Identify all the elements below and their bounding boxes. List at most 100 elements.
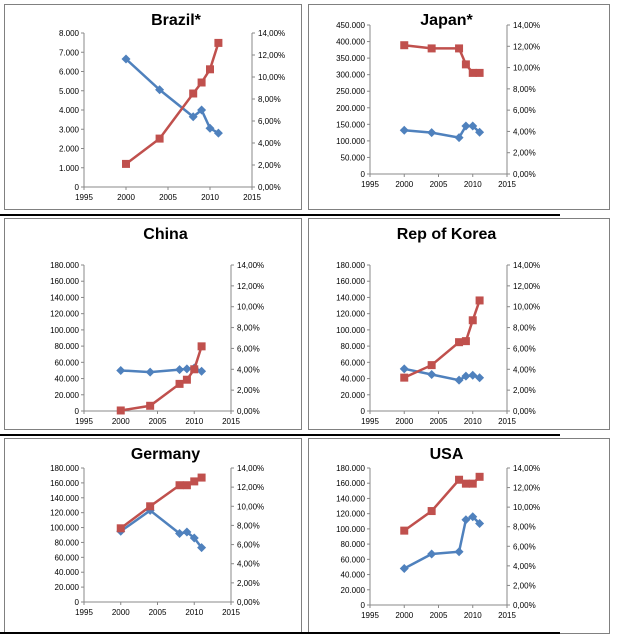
- y-tick-label: 80.000: [341, 342, 366, 351]
- row-divider: [0, 434, 560, 436]
- y2-tick-label: 8,00%: [258, 95, 281, 104]
- diamond-point: [399, 563, 409, 573]
- square-point: [400, 526, 409, 535]
- square-point: [175, 379, 184, 388]
- y-tick-label: 400.000: [336, 38, 365, 47]
- square-point: [175, 481, 184, 490]
- y-tick-label: 50.000: [341, 153, 366, 162]
- diamond-point: [116, 365, 126, 375]
- y-tick-label: 60.000: [55, 358, 80, 367]
- y2-tick-label: 10,00%: [258, 73, 285, 82]
- y2-tick-label: 4,00%: [513, 127, 536, 136]
- y-tick-label: 4.000: [59, 106, 80, 115]
- x-tick-label: 2005: [430, 180, 448, 189]
- y2-tick-label: 4,00%: [237, 365, 260, 374]
- x-tick-label: 2010: [464, 611, 482, 620]
- y2-tick-label: 14,00%: [513, 21, 540, 30]
- y-tick-label: 450.000: [336, 21, 365, 30]
- x-tick-label: 2010: [185, 417, 203, 426]
- y-tick-label: 40.000: [341, 375, 366, 384]
- chart-svg: Germany 0 20.000 40.000 60.000 80.000 100.000 1…: [50, 446, 264, 617]
- y-tick-label: 200.000: [336, 104, 365, 113]
- square-point: [468, 479, 477, 488]
- y-tick-label: 160.000: [50, 277, 79, 286]
- y-tick-label: 160.000: [336, 277, 365, 286]
- y-tick-label: 60.000: [341, 358, 366, 367]
- chart-title: Brazil*: [151, 12, 202, 29]
- x-tick-label: 1995: [361, 417, 379, 426]
- chart-svg: USA 0 20.000 40.000 60.000 80.000 100.000 120.0…: [336, 446, 540, 620]
- y2-tick-label: 8,00%: [513, 523, 536, 532]
- diamond-point: [427, 370, 437, 379]
- y-tick-label: 0: [361, 601, 366, 610]
- x-tick-label: 2015: [243, 193, 261, 202]
- square-point: [116, 524, 125, 533]
- row-divider: [0, 632, 560, 634]
- y-tick-label: 3.000: [59, 125, 80, 134]
- y2-tick-label: 8,00%: [513, 324, 536, 333]
- y-tick-label: 140.000: [50, 494, 79, 503]
- y-tick-label: 180.000: [50, 261, 79, 270]
- chart-title: China: [143, 226, 188, 243]
- chart-title: Japan*: [420, 12, 473, 29]
- y-tick-label: 120.000: [336, 310, 365, 319]
- x-tick-label: 2005: [149, 417, 167, 426]
- y2-tick-label: 2,00%: [513, 149, 536, 158]
- y-tick-label: 120.000: [50, 509, 79, 518]
- x-tick-label: 2005: [159, 193, 177, 202]
- y-tick-label: 250.000: [336, 87, 365, 96]
- y-tick-label: 20.000: [55, 391, 80, 400]
- y2-tick-label: 6,00%: [513, 106, 536, 115]
- diamond-point: [205, 123, 215, 133]
- y2-tick-label: 12,00%: [513, 484, 540, 493]
- y-tick-label: 180.000: [50, 464, 79, 473]
- y-tick-label: 0: [75, 407, 80, 416]
- y-tick-label: 100.000: [50, 524, 79, 533]
- y-tick-label: 150.000: [336, 120, 365, 129]
- y2-tick-label: 6,00%: [513, 344, 536, 353]
- chart-panel: Japan* 0 50.000 100.000 150.000 200.000 250.00…: [308, 4, 610, 210]
- y-tick-label: 180.000: [336, 464, 365, 473]
- chart-panel: Brazil* 0 1.000 2.000 3.000 4.000 5.000 6.000 7.…: [4, 4, 302, 210]
- square-point: [190, 477, 199, 486]
- diamond-point: [213, 128, 223, 138]
- y-tick-label: 40.000: [55, 568, 80, 577]
- y-tick-label: 40.000: [341, 571, 366, 580]
- y2-tick-label: 12,00%: [513, 282, 540, 291]
- square-point: [182, 481, 191, 490]
- y-tick-label: 100.000: [50, 326, 79, 335]
- y2-tick-label: 0,00%: [513, 601, 536, 610]
- y-tick-label: 2.000: [59, 145, 80, 154]
- y-tick-label: 80.000: [55, 342, 80, 351]
- y-tick-label: 20.000: [341, 391, 366, 400]
- y2-tick-label: 12,00%: [237, 282, 264, 291]
- y2-tick-label: 10,00%: [513, 64, 540, 73]
- y2-tick-label: 10,00%: [237, 502, 264, 511]
- square-point: [190, 365, 199, 374]
- square-point: [122, 159, 130, 168]
- y-tick-label: 140.000: [336, 494, 365, 503]
- square-point: [427, 44, 436, 53]
- x-tick-label: 1995: [361, 611, 379, 620]
- diamond-point: [197, 543, 207, 553]
- y2-tick-label: 12,00%: [513, 42, 540, 51]
- y2-tick-label: 6,00%: [237, 344, 260, 353]
- square-point: [214, 38, 223, 47]
- y2-tick-label: 10,00%: [513, 303, 540, 312]
- y-tick-label: 7.000: [59, 48, 80, 57]
- diamond-point: [427, 128, 437, 138]
- square-point: [400, 41, 409, 50]
- y-tick-label: 0: [75, 183, 80, 192]
- y-tick-label: 60.000: [55, 553, 80, 562]
- x-tick-label: 2000: [112, 417, 130, 426]
- y2-tick-label: 8,00%: [237, 521, 260, 530]
- x-tick-label: 2010: [464, 417, 482, 426]
- y-tick-label: 0: [75, 598, 80, 607]
- y-tick-label: 120.000: [50, 310, 79, 319]
- diamond-point: [189, 533, 199, 543]
- diamond-point: [182, 364, 192, 374]
- chart-svg: Rep of Korea 0 20.000 40.000 60.000 80.000 100…: [336, 226, 540, 426]
- x-tick-label: 2010: [201, 193, 219, 202]
- chart-panel: Rep of Korea 0 20.000 40.000 60.000 80.000 100…: [308, 218, 610, 430]
- y2-tick-label: 0,00%: [513, 170, 536, 179]
